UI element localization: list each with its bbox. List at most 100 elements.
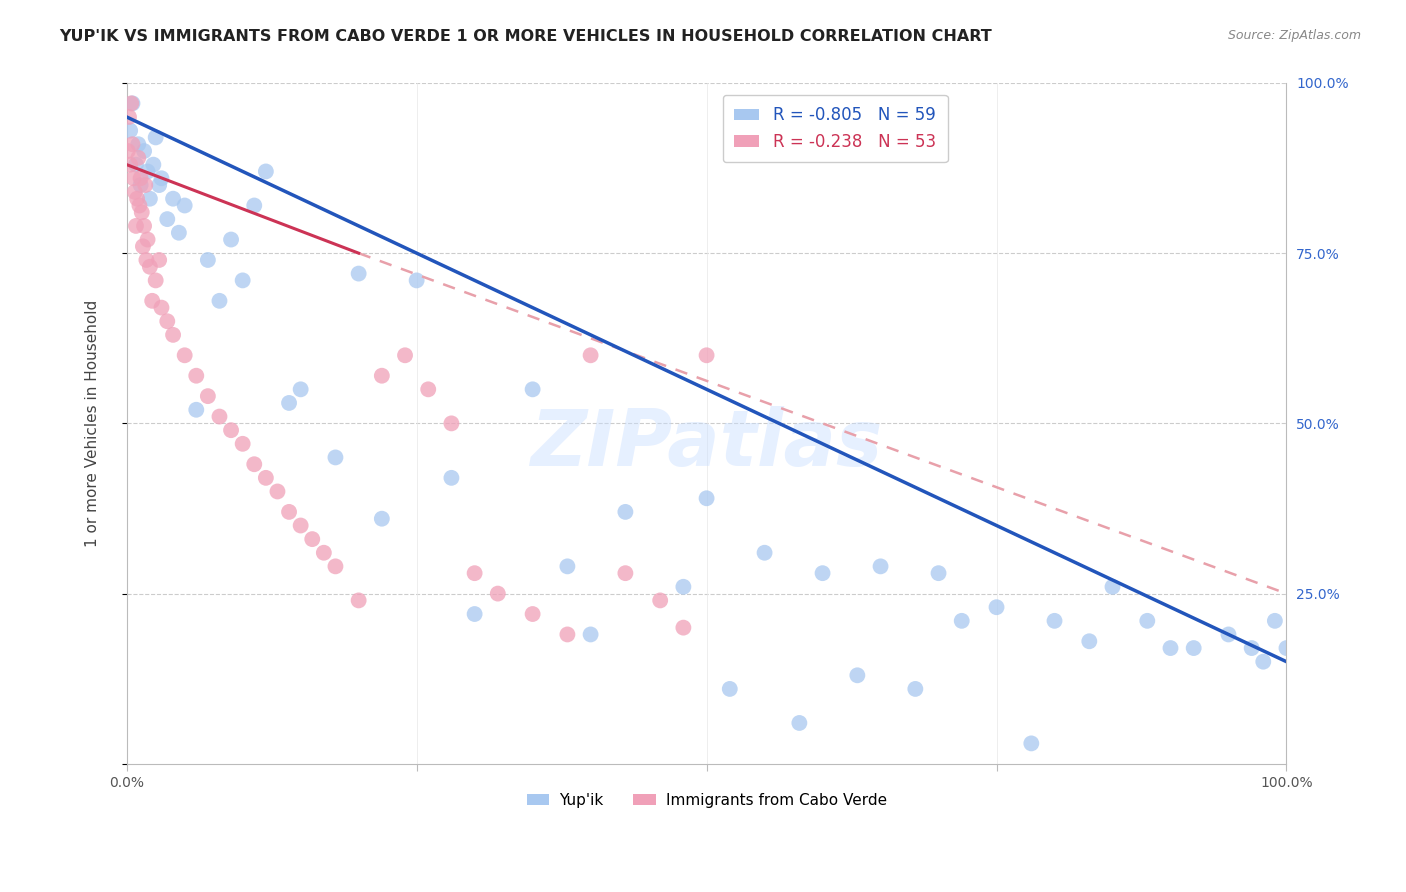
Point bbox=[186, 402, 208, 417]
Point bbox=[173, 348, 195, 362]
Point bbox=[811, 566, 834, 581]
Text: ZIPatlas: ZIPatlas bbox=[530, 406, 883, 482]
Point bbox=[118, 110, 141, 124]
Point bbox=[278, 396, 301, 410]
Point bbox=[132, 239, 155, 253]
Text: YUP'IK VS IMMIGRANTS FROM CABO VERDE 1 OR MORE VEHICLES IN HOUSEHOLD CORRELATION: YUP'IK VS IMMIGRANTS FROM CABO VERDE 1 O… bbox=[59, 29, 991, 44]
Point bbox=[440, 471, 463, 485]
Point bbox=[614, 505, 637, 519]
Point bbox=[148, 252, 170, 267]
Point bbox=[347, 267, 370, 281]
Point bbox=[139, 192, 162, 206]
Point bbox=[464, 607, 486, 621]
Point bbox=[672, 621, 695, 635]
Point bbox=[1159, 641, 1181, 656]
Point bbox=[136, 164, 159, 178]
Point bbox=[418, 382, 440, 396]
Point bbox=[145, 130, 167, 145]
Point bbox=[121, 137, 143, 152]
Point bbox=[278, 505, 301, 519]
Point bbox=[986, 600, 1008, 615]
Point bbox=[162, 192, 184, 206]
Point bbox=[869, 559, 891, 574]
Point bbox=[696, 491, 718, 506]
Point bbox=[197, 252, 219, 267]
Point bbox=[371, 368, 394, 383]
Point bbox=[134, 178, 156, 192]
Point bbox=[136, 233, 159, 247]
Point bbox=[290, 518, 312, 533]
Point bbox=[129, 171, 152, 186]
Legend: Yup'ik, Immigrants from Cabo Verde: Yup'ik, Immigrants from Cabo Verde bbox=[520, 787, 893, 814]
Point bbox=[142, 158, 165, 172]
Point bbox=[1136, 614, 1159, 628]
Point bbox=[219, 233, 242, 247]
Point bbox=[650, 593, 672, 607]
Point bbox=[121, 96, 143, 111]
Point bbox=[139, 260, 162, 274]
Point bbox=[486, 586, 509, 600]
Point bbox=[301, 532, 323, 546]
Point bbox=[266, 484, 288, 499]
Point bbox=[150, 171, 173, 186]
Point bbox=[950, 614, 973, 628]
Point bbox=[290, 382, 312, 396]
Point bbox=[197, 389, 219, 403]
Point bbox=[120, 96, 142, 111]
Point bbox=[789, 715, 811, 730]
Point bbox=[120, 123, 142, 137]
Point bbox=[129, 178, 152, 192]
Point bbox=[125, 219, 148, 233]
Point bbox=[696, 348, 718, 362]
Point bbox=[928, 566, 950, 581]
Point bbox=[718, 681, 741, 696]
Point bbox=[1021, 736, 1043, 750]
Y-axis label: 1 or more Vehicles in Household: 1 or more Vehicles in Household bbox=[86, 300, 100, 547]
Point bbox=[614, 566, 637, 581]
Point bbox=[232, 437, 254, 451]
Point bbox=[1251, 655, 1274, 669]
Point bbox=[1264, 614, 1286, 628]
Point bbox=[128, 198, 150, 212]
Point bbox=[117, 144, 139, 158]
Point bbox=[1240, 641, 1263, 656]
Point bbox=[405, 273, 427, 287]
Point bbox=[132, 219, 155, 233]
Point bbox=[394, 348, 416, 362]
Point bbox=[122, 171, 145, 186]
Point bbox=[1078, 634, 1101, 648]
Point bbox=[579, 348, 602, 362]
Point bbox=[464, 566, 486, 581]
Point bbox=[1275, 641, 1298, 656]
Point bbox=[208, 409, 231, 424]
Point bbox=[325, 559, 347, 574]
Point bbox=[1043, 614, 1066, 628]
Point bbox=[167, 226, 190, 240]
Point bbox=[243, 198, 266, 212]
Point bbox=[186, 368, 208, 383]
Point bbox=[557, 559, 579, 574]
Point bbox=[162, 327, 184, 342]
Point bbox=[754, 546, 776, 560]
Point bbox=[371, 512, 394, 526]
Point bbox=[312, 546, 335, 560]
Point bbox=[846, 668, 869, 682]
Point bbox=[120, 158, 142, 172]
Point bbox=[579, 627, 602, 641]
Point bbox=[125, 158, 148, 172]
Point bbox=[156, 314, 179, 328]
Point bbox=[243, 457, 266, 471]
Point bbox=[557, 627, 579, 641]
Point bbox=[127, 137, 149, 152]
Point bbox=[150, 301, 173, 315]
Point bbox=[156, 212, 179, 227]
Point bbox=[145, 273, 167, 287]
Point bbox=[254, 164, 277, 178]
Point bbox=[1218, 627, 1240, 641]
Point bbox=[173, 198, 195, 212]
Point bbox=[208, 293, 231, 308]
Point bbox=[131, 205, 153, 219]
Point bbox=[132, 144, 155, 158]
Point bbox=[254, 471, 277, 485]
Point bbox=[141, 293, 163, 308]
